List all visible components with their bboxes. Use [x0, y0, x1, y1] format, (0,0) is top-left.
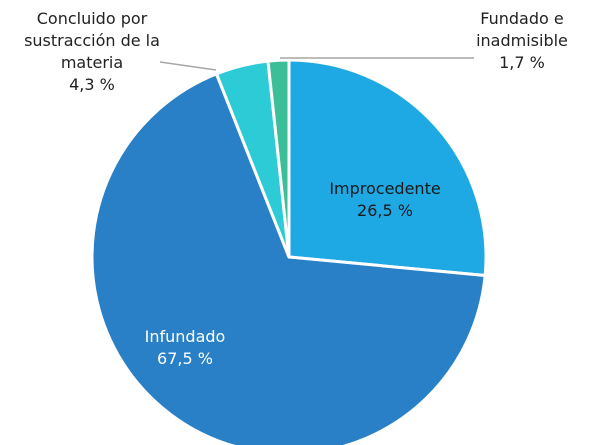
- slice-label: Improcedente 26,5 %: [310, 178, 460, 222]
- pie-slice: [287, 58, 488, 278]
- pie-slice: [266, 58, 291, 258]
- pie-slice: [90, 71, 487, 445]
- value-label: 67,5 %: [157, 349, 213, 368]
- leader-line: [159, 61, 217, 71]
- value-label: 26,5 %: [357, 201, 413, 220]
- category-label: Fundado e inadmisible: [476, 9, 568, 50]
- category-label: Infundado: [144, 327, 226, 346]
- category-label: Concluido por sustracción de la materia: [24, 9, 160, 72]
- value-label: 1,7 %: [499, 53, 545, 72]
- slice-label: Concluido por sustracción de la materia 4…: [17, 8, 167, 96]
- slice-label: Infundado 67,5 %: [110, 326, 260, 370]
- value-label: 4,3 %: [69, 75, 115, 94]
- slice-label: Fundado e inadmisible 1,7 %: [472, 8, 572, 74]
- category-label: Improcedente: [329, 179, 441, 198]
